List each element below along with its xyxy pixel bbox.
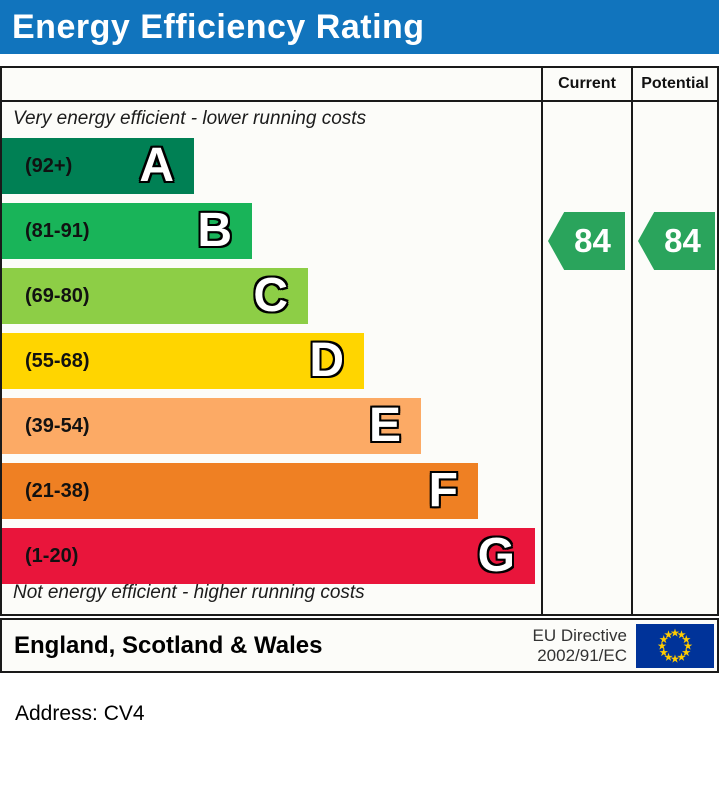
band-g-range-label: (1-20): [25, 544, 79, 567]
current-rating-value: 84: [574, 222, 611, 259]
band-f-letter: F: [428, 464, 458, 517]
current-column-header: Current: [558, 75, 616, 92]
band-e-range-label: (39-54): [25, 414, 90, 437]
band-e-letter: E: [368, 399, 401, 452]
band-d-letter: D: [309, 334, 344, 387]
band-f: (21-38) F: [2, 463, 478, 519]
title-bar: Energy Efficiency Rating: [0, 0, 719, 54]
band-c-letter: C: [253, 269, 288, 322]
potential-rating-value: 84: [664, 222, 701, 259]
page-title: Energy Efficiency Rating: [12, 7, 425, 46]
eu-directive-label: EU Directive 2002/91/EC: [533, 626, 627, 666]
band-d-range-label: (55-68): [25, 349, 90, 372]
bottom-note: Not energy efficient - higher running co…: [13, 582, 365, 603]
region-label: England, Scotland & Wales: [14, 631, 323, 659]
top-note: Very energy efficient - lower running co…: [13, 108, 367, 129]
band-d: (55-68) D: [2, 333, 364, 389]
eu-directive-line2: 2002/91/EC: [537, 645, 627, 665]
band-b-letter: B: [197, 204, 232, 257]
band-c-range-label: (69-80): [25, 284, 90, 307]
band-b: (81-91) B: [2, 203, 252, 259]
band-g: (1-20) G: [2, 528, 535, 584]
potential-rating-arrow: 84: [638, 212, 715, 270]
current-rating-arrow: 84: [548, 212, 625, 270]
band-e: (39-54) E: [2, 398, 421, 454]
band-a-range-label: (92+): [25, 154, 73, 177]
band-c: (69-80) C: [2, 268, 308, 324]
footer-right-group: EU Directive 2002/91/EC: [533, 623, 717, 668]
band-a-letter: A: [139, 139, 174, 192]
address-label: Address: CV4: [15, 702, 145, 725]
band-a: (92+) A: [2, 138, 194, 194]
eu-directive-line1: EU Directive: [532, 625, 627, 645]
header-underline: [2, 100, 717, 102]
energy-rating-chart: Current Potential Very energy efficient …: [0, 66, 719, 616]
eu-flag-icon: [636, 623, 714, 668]
band-b-range-label: (81-91): [25, 219, 90, 242]
potential-column-header: Potential: [641, 75, 709, 92]
current-column-divider: [541, 68, 543, 614]
band-f-range-label: (21-38): [25, 479, 90, 502]
footer-bar: England, Scotland & Wales EU Directive 2…: [0, 618, 719, 673]
potential-column-divider: [631, 68, 633, 614]
band-g-letter: G: [477, 529, 515, 582]
